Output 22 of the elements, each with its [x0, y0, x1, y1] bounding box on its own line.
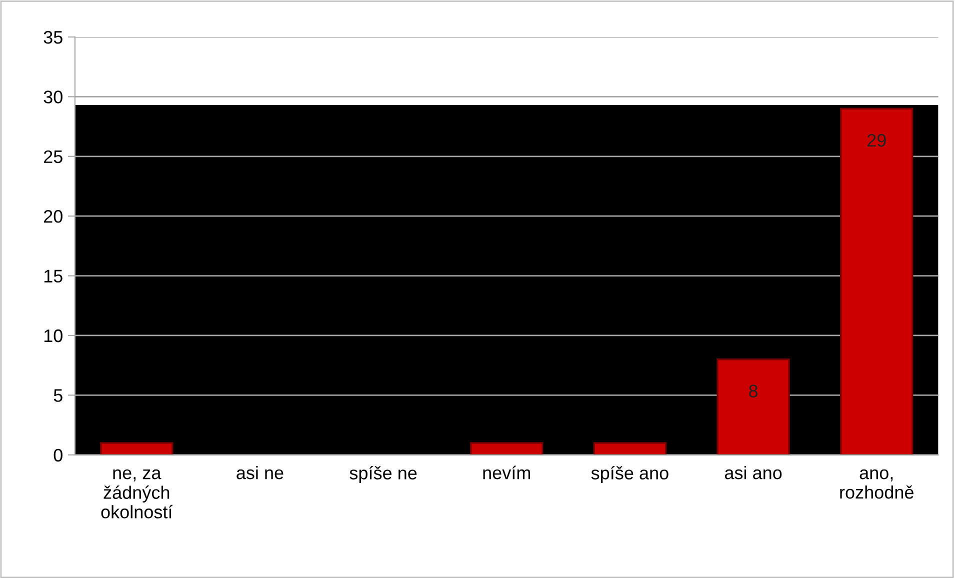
x-tick-label: spíše ano	[591, 466, 668, 484]
y-tick-label: 5	[54, 389, 62, 402]
y-tick-label: 20	[44, 210, 62, 223]
y-tick-label: 35	[44, 30, 62, 44]
y-tick-label: 30	[44, 90, 62, 104]
data-label: 29	[867, 134, 886, 147]
y-tick-label: 10	[44, 329, 62, 342]
data-label: 8	[749, 384, 758, 398]
x-tick-label: ano, rozhodně	[840, 469, 914, 499]
bar	[470, 442, 544, 455]
y-tick-label: 15	[44, 270, 62, 283]
y-tick-label: 25	[44, 150, 62, 164]
y-tick-label: 0	[54, 448, 62, 462]
bar	[100, 442, 174, 455]
x-tick-label: asi ne	[236, 466, 284, 480]
x-tick-label: asi ano	[724, 466, 782, 480]
bar	[593, 442, 667, 455]
bar	[716, 358, 790, 455]
x-tick-label: nevím	[483, 466, 530, 480]
x-tick-label: ne, za žádných okolností	[101, 469, 173, 518]
bar	[840, 108, 914, 455]
x-tick-label: spíše ne	[350, 466, 417, 484]
